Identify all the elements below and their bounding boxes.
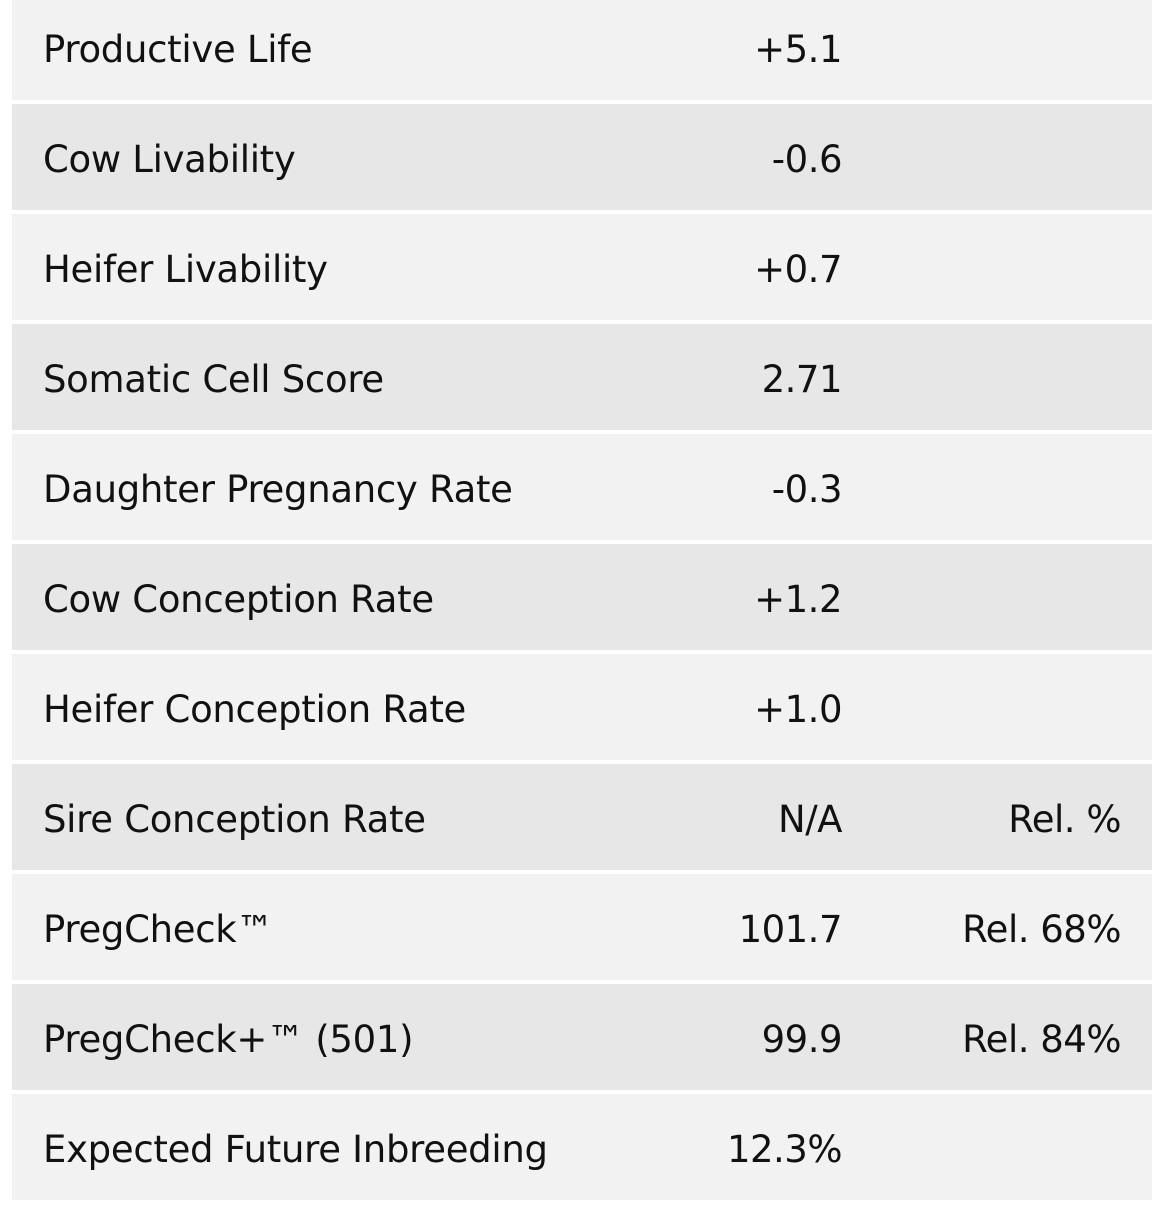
reliability-value: Rel. 84% [962, 1018, 1121, 1061]
trait-value: -0.3 [771, 468, 843, 511]
trait-value: N/A [778, 798, 842, 841]
trait-value: +1.2 [754, 578, 842, 621]
table-row: Expected Future Inbreeding 12.3% [12, 1094, 1152, 1200]
genetic-traits-table: Productive Life +5.1 Cow Livability -0.6 Hei… [12, 0, 1152, 1204]
trait-value: 101.7 [738, 908, 843, 951]
table-row: Productive Life +5.1 [12, 0, 1152, 100]
table-row: Cow Conception Rate +1.2 [12, 544, 1152, 650]
trait-value: +0.7 [754, 248, 842, 291]
table-row: Sire Conception Rate N/A Rel. % [12, 764, 1152, 870]
trait-value: 99.9 [761, 1018, 843, 1061]
trait-label: Expected Future Inbreeding [43, 1128, 548, 1171]
trait-label: PregCheck™ [43, 908, 274, 951]
trait-label: Productive Life [43, 28, 313, 71]
trait-value: +1.0 [754, 688, 842, 731]
trait-value: -0.6 [771, 138, 843, 181]
table-row: Heifer Livability +0.7 [12, 214, 1152, 320]
table-row: Cow Livability -0.6 [12, 104, 1152, 210]
table-row: Somatic Cell Score 2.71 [12, 324, 1152, 430]
reliability-value: Rel. % [1008, 798, 1121, 841]
reliability-value: Rel. 68% [962, 908, 1121, 951]
trait-label: Heifer Livability [43, 248, 328, 291]
table-row: Heifer Conception Rate +1.0 [12, 654, 1152, 760]
trait-label: Daughter Pregnancy Rate [43, 468, 513, 511]
trait-value: 12.3% [726, 1128, 843, 1171]
trait-label: PregCheck+™ (501) [43, 1018, 414, 1061]
table-row: PregCheck™ 101.7 Rel. 68% [12, 874, 1152, 980]
trait-label: Somatic Cell Score [43, 358, 384, 401]
table-row: PregCheck+™ (501) 99.9 Rel. 84% [12, 984, 1152, 1090]
trait-label: Cow Conception Rate [43, 578, 434, 621]
table-row: Daughter Pregnancy Rate -0.3 [12, 434, 1152, 540]
trait-label: Heifer Conception Rate [43, 688, 467, 731]
trait-label: Sire Conception Rate [43, 798, 426, 841]
trait-value: 2.71 [761, 358, 843, 401]
trait-label: Cow Livability [43, 138, 296, 181]
trait-value: +5.1 [754, 28, 842, 71]
